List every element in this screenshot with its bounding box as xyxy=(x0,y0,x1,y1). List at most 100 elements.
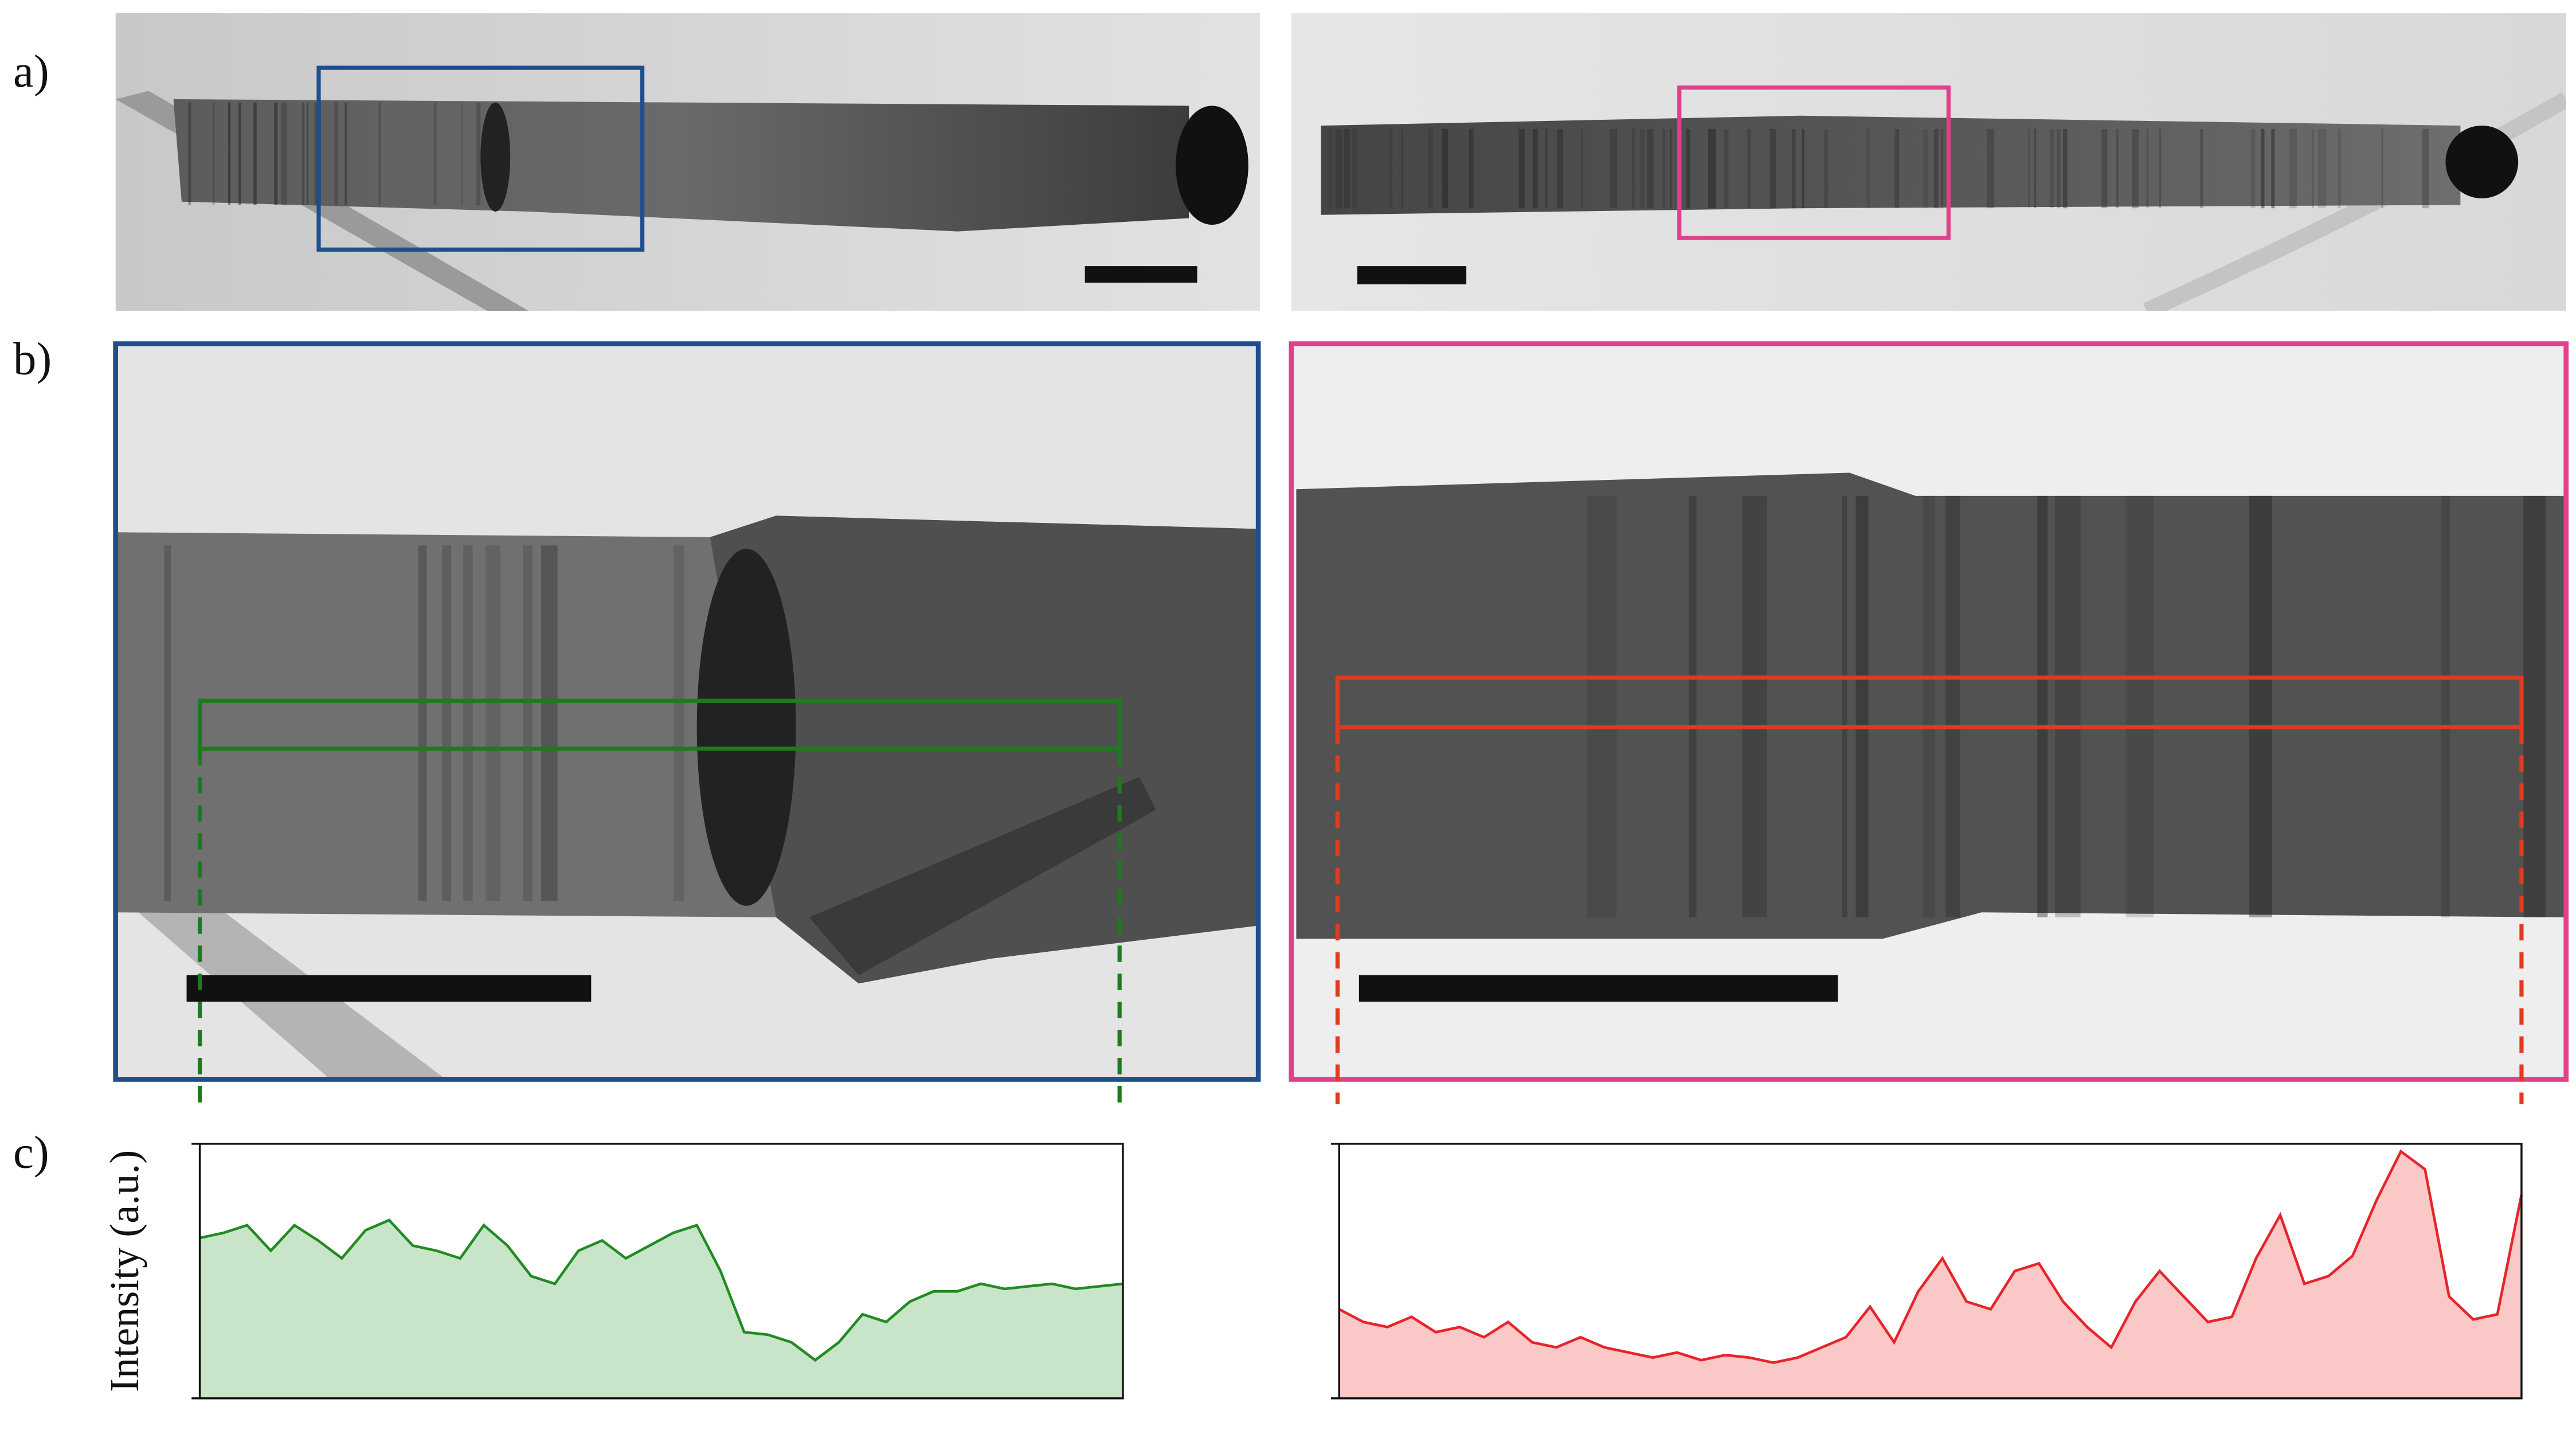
stripe xyxy=(2271,128,2275,209)
stripe xyxy=(1610,128,1618,209)
stripe xyxy=(1923,128,1928,209)
panel-frame xyxy=(113,341,1261,1082)
stripe xyxy=(1689,495,1697,917)
facet xyxy=(809,776,1156,975)
profile-box xyxy=(1335,675,2524,730)
panel-label: c) xyxy=(13,1127,49,1178)
stripe xyxy=(1742,495,1767,917)
stripe xyxy=(164,545,171,901)
stripe xyxy=(2317,128,2327,209)
stripe xyxy=(1532,128,1538,209)
panel-label: b) xyxy=(13,334,52,385)
scale-bar xyxy=(1359,975,1838,1002)
stripe xyxy=(2289,128,2297,209)
stripe xyxy=(1747,128,1751,209)
stripe xyxy=(1670,128,1672,209)
stripe xyxy=(1941,128,1944,209)
stripe xyxy=(2037,495,2048,917)
stripe xyxy=(1708,128,1716,209)
stripe xyxy=(1581,128,1583,209)
stripe xyxy=(1769,128,1776,209)
stripes xyxy=(164,545,684,901)
tem-image xyxy=(1291,13,2566,311)
stripes xyxy=(1587,495,2546,917)
stripes xyxy=(1329,128,2429,209)
stripe xyxy=(344,102,347,205)
stripe xyxy=(1802,128,1804,209)
stripe xyxy=(302,102,305,205)
stripe xyxy=(1662,128,1665,209)
stripe xyxy=(280,102,287,205)
stripe xyxy=(1933,128,1939,209)
stripe xyxy=(1824,128,1829,209)
stripe xyxy=(1632,128,1635,209)
stripe xyxy=(541,545,558,901)
stripe xyxy=(1842,495,1847,917)
stripe xyxy=(1335,128,1342,209)
panel-frame xyxy=(1289,341,2569,1082)
zoom-box xyxy=(1677,85,1951,240)
stripe xyxy=(1428,128,1434,209)
stripe xyxy=(188,102,191,205)
defect xyxy=(696,549,796,906)
scale-bar xyxy=(1085,266,1197,283)
stripe xyxy=(307,102,309,205)
stripe xyxy=(2132,128,2139,209)
tem-zoom xyxy=(1291,343,2566,1080)
stripe xyxy=(1866,128,1870,209)
catalyst-particle xyxy=(1176,105,1248,225)
stripe xyxy=(1791,128,1796,209)
stripe xyxy=(2338,128,2342,209)
stripe xyxy=(1647,128,1654,209)
stripe xyxy=(2146,128,2149,209)
defect xyxy=(480,102,511,212)
stripe xyxy=(228,102,231,205)
stripe xyxy=(2381,128,2383,209)
plot-frame xyxy=(198,1143,1124,1400)
stripe xyxy=(378,102,381,205)
tem-image xyxy=(115,13,1260,311)
stripe xyxy=(1686,128,1690,209)
stripe xyxy=(418,545,427,901)
nanowire xyxy=(1321,115,2461,215)
stripe xyxy=(2116,128,2119,209)
stripe xyxy=(1557,128,1563,209)
stripe xyxy=(2261,128,2265,209)
line xyxy=(199,1218,1123,1362)
line xyxy=(1338,1149,2523,1365)
y-axis-label: Intensity (a.u.) xyxy=(101,1150,147,1392)
stripe xyxy=(486,545,500,901)
stripe xyxy=(433,102,437,205)
stripe xyxy=(2125,495,2154,917)
stripe xyxy=(1986,128,1995,209)
plot-frame xyxy=(1338,1143,2523,1400)
stripe xyxy=(334,102,338,205)
nanowire xyxy=(173,99,1189,232)
stripe xyxy=(1545,128,1548,209)
stripe xyxy=(476,102,481,205)
stripe xyxy=(2049,128,2054,209)
stripe xyxy=(1388,128,1392,209)
stripe xyxy=(1724,128,1729,209)
catalyst-particle xyxy=(2445,126,2519,198)
stripe xyxy=(2249,495,2272,917)
stripe xyxy=(2441,495,2450,917)
profiles: Intensity (a.u.) xyxy=(101,1143,2523,1400)
panel-label: a) xyxy=(13,46,49,97)
stripe xyxy=(2159,128,2161,209)
area xyxy=(199,1220,1123,1398)
stripe xyxy=(238,102,241,205)
stripe xyxy=(1442,128,1448,209)
stripe xyxy=(1923,495,1935,917)
stripe xyxy=(2056,128,2061,209)
stripe xyxy=(2028,128,2030,209)
stripe xyxy=(463,545,473,901)
stripe xyxy=(523,545,533,901)
stripe xyxy=(2055,495,2081,917)
stripe xyxy=(2422,128,2429,209)
stripe xyxy=(674,545,684,901)
stripe xyxy=(2101,128,2108,209)
stripe xyxy=(442,545,452,901)
stripe xyxy=(1352,128,1357,209)
